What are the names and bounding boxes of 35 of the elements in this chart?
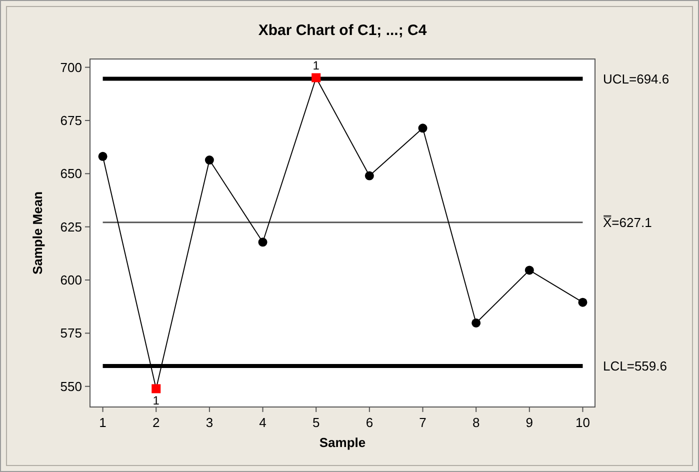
y-tick-label: 575 bbox=[60, 326, 82, 341]
x-tick-label: 4 bbox=[259, 415, 266, 430]
x-axis-title: Sample bbox=[319, 435, 366, 450]
annotation: 1 bbox=[152, 394, 160, 408]
y-tick-label: 650 bbox=[60, 166, 82, 182]
y-tick-label: 600 bbox=[60, 272, 82, 288]
ref-line-label: UCL=694.6 bbox=[603, 71, 670, 86]
point bbox=[258, 238, 268, 247]
x-tick-label: 3 bbox=[206, 415, 214, 430]
x-tick-label: 9 bbox=[526, 415, 534, 430]
y-tick-label: 700 bbox=[60, 60, 82, 75]
ref-line-label: X̿=627.1 bbox=[603, 214, 652, 230]
y-axis-title: Sample Mean bbox=[30, 191, 45, 275]
point bbox=[578, 298, 588, 307]
point bbox=[204, 156, 214, 165]
point bbox=[472, 318, 481, 328]
annotation: 1 bbox=[312, 58, 320, 73]
point bbox=[312, 73, 321, 82]
chart-title: Xbar Chart of C1; ...; C4 bbox=[258, 22, 428, 39]
y-tick-label: 625 bbox=[60, 219, 82, 234]
point bbox=[418, 124, 428, 133]
y-tick-label: 675 bbox=[60, 113, 82, 128]
y-tick-label: 550 bbox=[60, 378, 82, 394]
point bbox=[524, 266, 534, 275]
x-tick-label: 7 bbox=[419, 415, 426, 430]
x-tick-label: 6 bbox=[366, 415, 374, 430]
x-tick-label: 8 bbox=[472, 415, 480, 430]
ref-line-label: LCL=559.6 bbox=[603, 358, 667, 374]
point bbox=[98, 152, 108, 161]
x-tick-label: 2 bbox=[152, 415, 160, 430]
x-tick-label: 10 bbox=[576, 415, 590, 430]
x-tick-label: 5 bbox=[312, 415, 320, 430]
x-tick-label: 1 bbox=[99, 415, 106, 430]
point bbox=[364, 171, 374, 180]
point bbox=[152, 384, 161, 394]
